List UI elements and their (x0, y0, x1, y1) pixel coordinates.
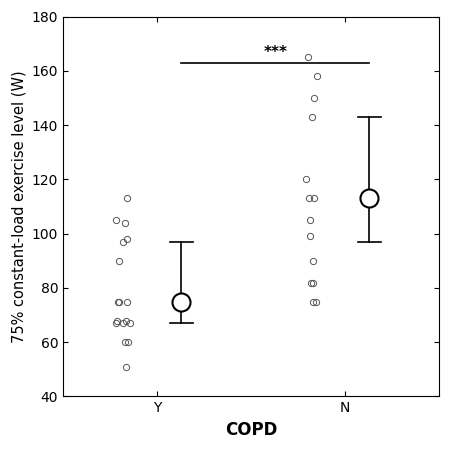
Y-axis label: 75% constant-load exercise level (W): 75% constant-load exercise level (W) (11, 70, 26, 343)
X-axis label: COPD: COPD (225, 421, 277, 439)
Text: ***: *** (263, 45, 288, 60)
